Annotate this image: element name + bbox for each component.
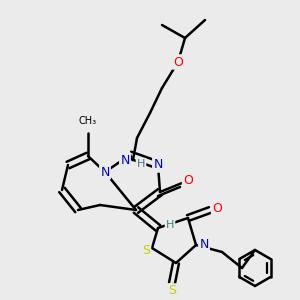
Text: S: S (168, 284, 176, 298)
Text: O: O (173, 56, 183, 68)
Text: H: H (137, 159, 145, 169)
Text: N: N (100, 166, 110, 178)
Text: O: O (183, 175, 193, 188)
Text: S: S (142, 244, 150, 256)
Text: N: N (153, 158, 163, 172)
Text: N: N (120, 154, 130, 166)
Text: O: O (212, 202, 222, 214)
Text: H: H (166, 220, 174, 230)
Text: N: N (199, 238, 209, 251)
Text: CH₃: CH₃ (79, 116, 97, 126)
